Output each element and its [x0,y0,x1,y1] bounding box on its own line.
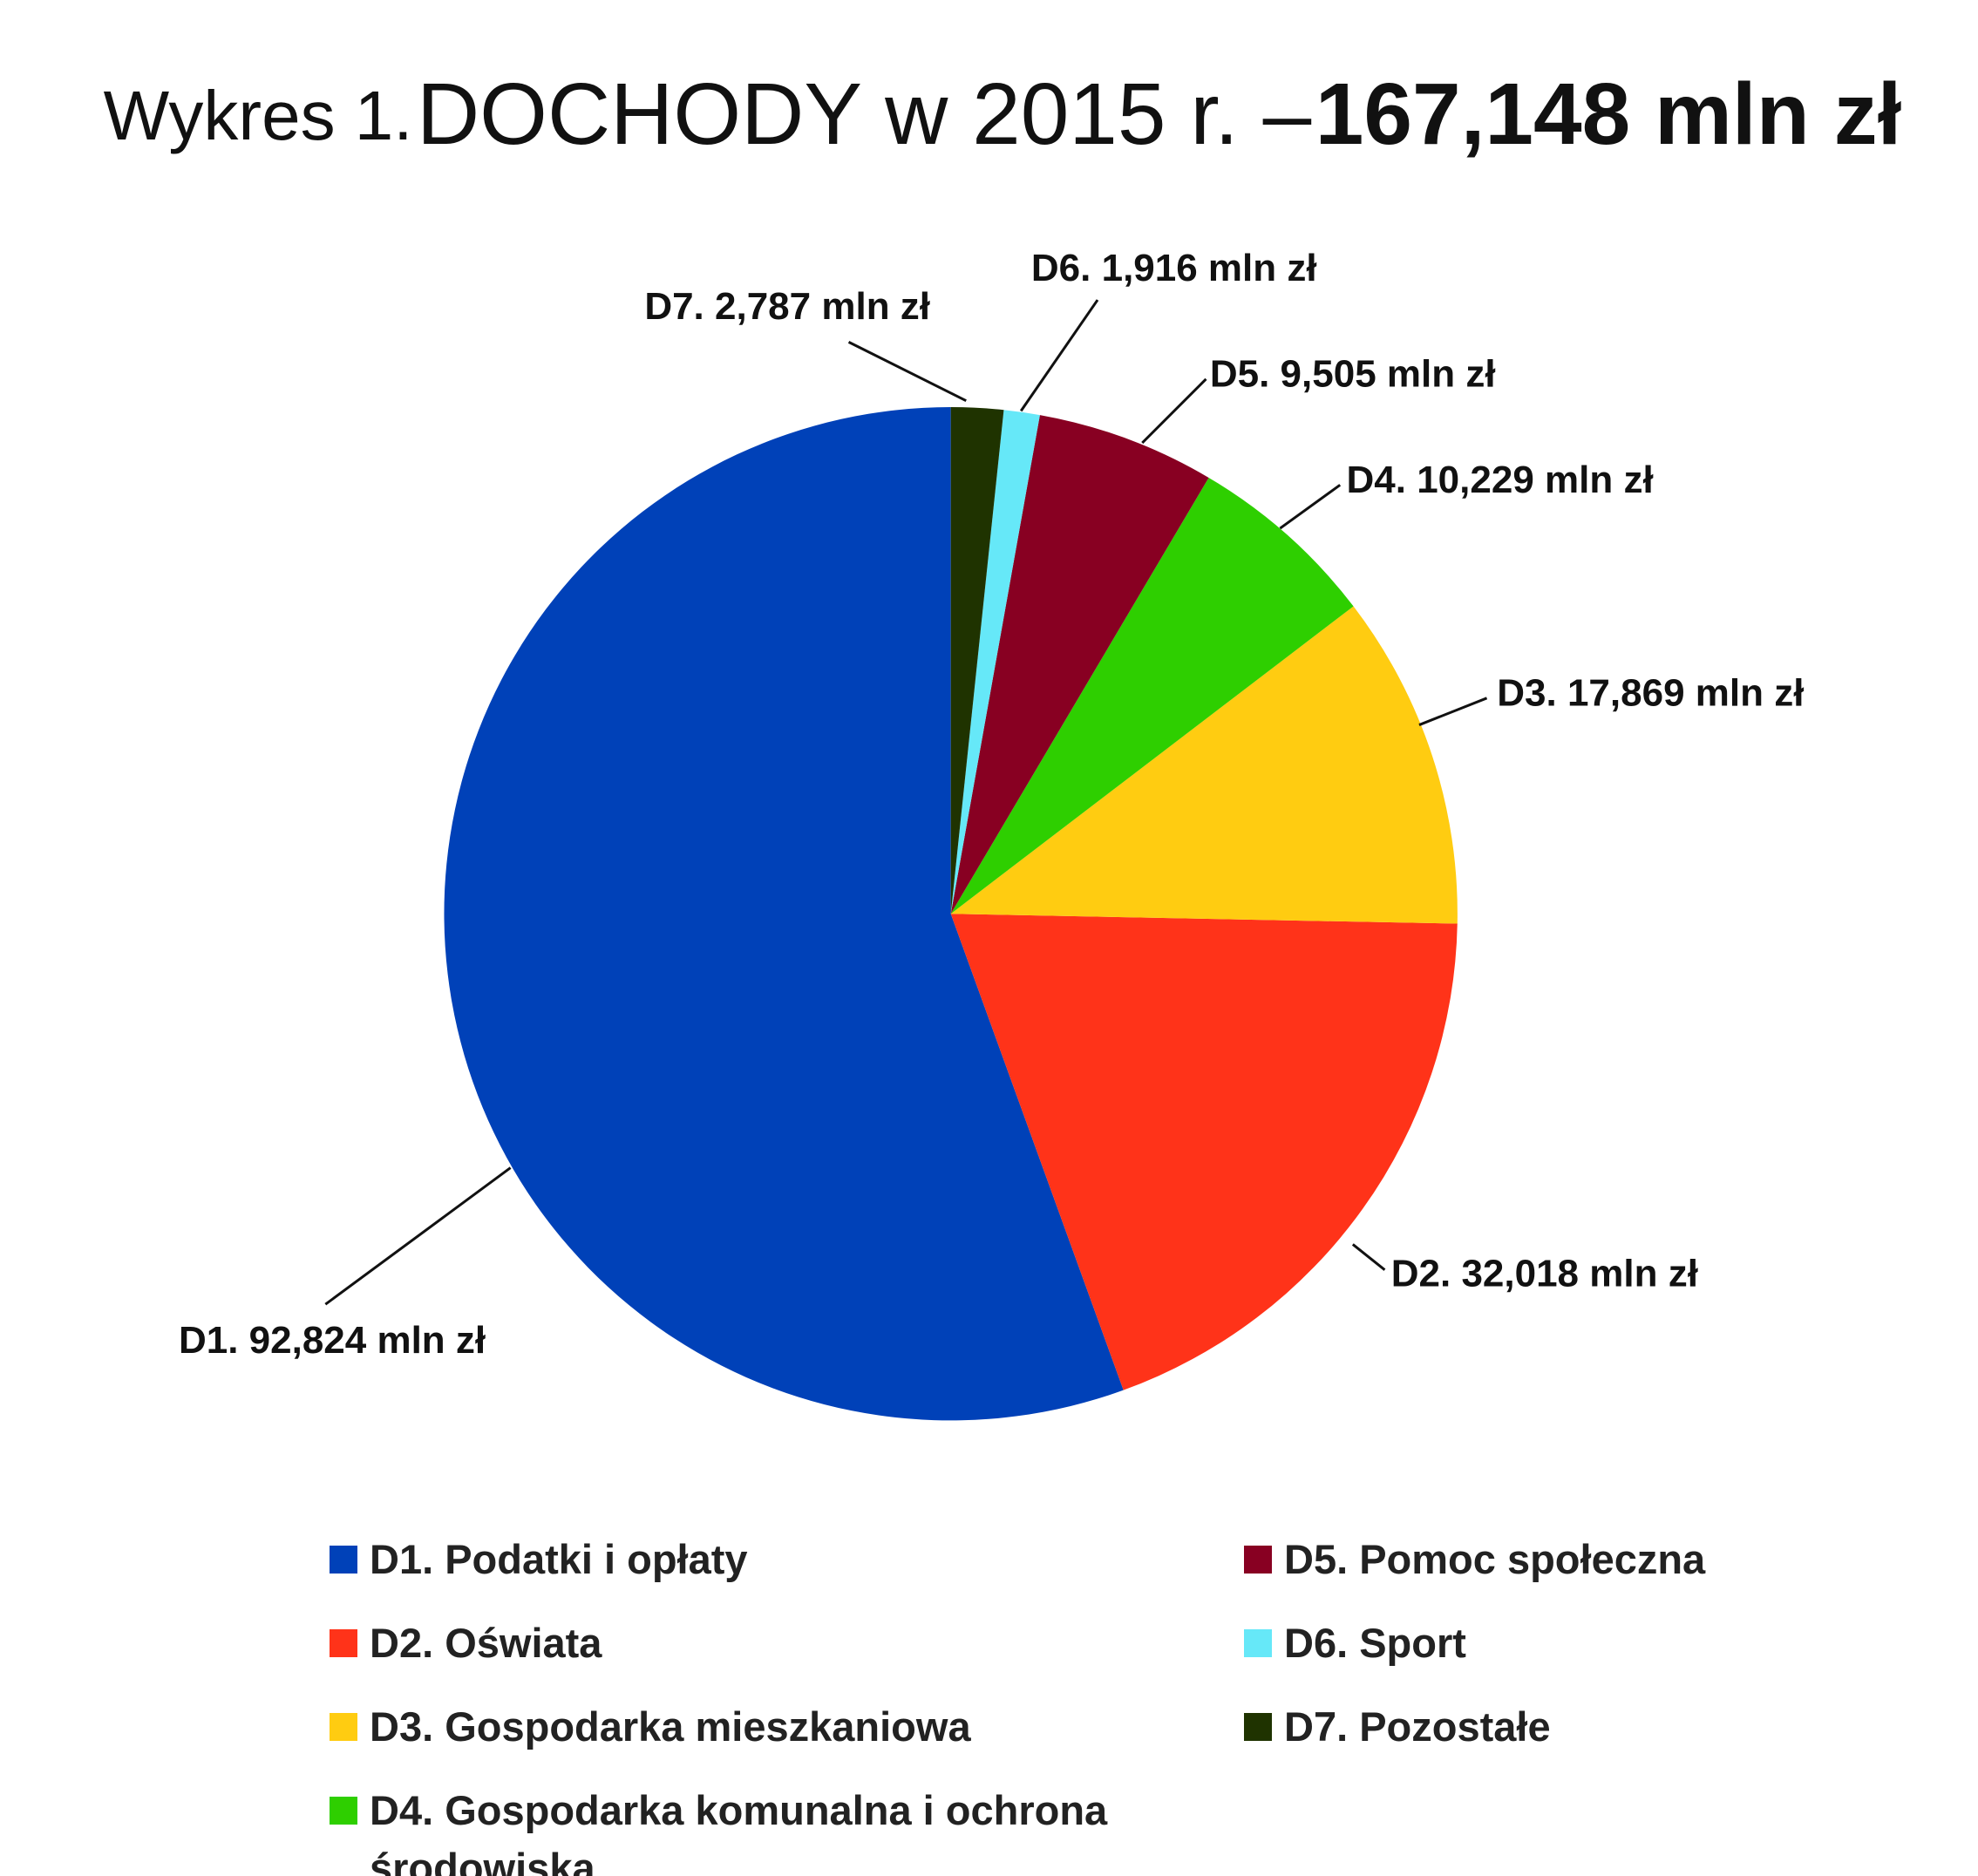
legend-item: D2. Oświata [330,1614,1244,1672]
pie-slice [950,415,1209,914]
legend-item: D1. Podatki i opłaty [330,1531,1244,1588]
legend-item: D6. Sport [1244,1614,1941,1672]
legend-label: D1. Podatki i opłaty [370,1536,748,1582]
pie-slice [950,407,1004,914]
legend-label: D7. Pozostałe [1284,1703,1551,1750]
pie-slice [950,606,1458,924]
legend-item: D3. Gospodarka mieszkaniowa [330,1698,1244,1756]
leader-line [1141,377,1207,445]
title-prefix: Wykres 1. [104,77,413,154]
leader-line [1019,299,1099,412]
data-label: D2. 32,018 mln zł [1391,1253,1698,1295]
legend-swatch [330,1629,357,1657]
leader-line [1279,484,1342,530]
pie-slice [950,477,1354,914]
leader-line [324,1166,512,1306]
leader-line [1418,697,1488,726]
legend-item: D7. Pozostałe [1244,1698,1941,1756]
chart-title: Wykres 1. DOCHODY w 2015 r. – 167,148 ml… [104,65,1902,163]
leader-line [1351,1243,1386,1271]
data-label: D1. 92,824 mln zł [179,1319,486,1362]
legend-label: D4. Gospodarka komunalna i ochrona środo… [370,1787,1108,1876]
legend-swatch [1244,1629,1272,1657]
legend-label: D5. Pomoc społeczna [1284,1536,1706,1582]
data-label: D6. 1,916 mln zł [1031,247,1317,289]
legend-swatch [1244,1713,1272,1741]
legend-swatch [330,1797,357,1825]
legend-label: D6. Sport [1284,1620,1466,1666]
pie-slice [950,410,1040,914]
legend-swatch [330,1713,357,1741]
legend-label: D3. Gospodarka mieszkaniowa [370,1703,971,1750]
data-label: D5. 9,505 mln zł [1210,353,1496,396]
data-label: D3. 17,869 mln zł [1497,672,1804,715]
legend-swatch [330,1546,357,1574]
data-label: D4. 10,229 mln zł [1347,459,1654,501]
pie-slice [950,914,1458,1390]
title-total: 167,148 mln zł [1315,65,1902,163]
legend-label: D2. Oświata [370,1620,602,1666]
leader-line [847,341,967,403]
legend: D1. Podatki i opłaty D2. Oświata D3. Gospo… [330,1531,1941,1876]
title-main: DOCHODY w 2015 r. – [417,65,1312,163]
legend-item: D5. Pomoc społeczna [1244,1531,1941,1588]
data-label: D7. 2,787 mln zł [644,285,930,328]
legend-swatch [1244,1546,1272,1574]
legend-item: D4. Gospodarka komunalna i ochrona środo… [330,1782,1244,1876]
pie-slice [444,407,1124,1421]
